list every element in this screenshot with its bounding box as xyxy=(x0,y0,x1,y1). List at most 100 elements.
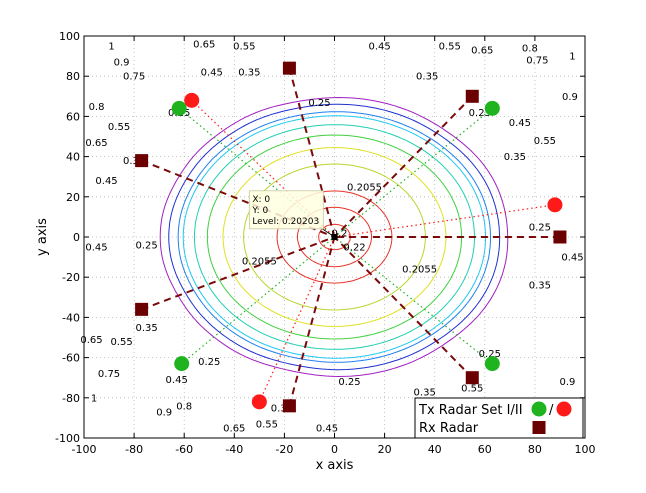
rx-radar-marker[interactable] xyxy=(282,399,296,413)
contour-line-0.45 xyxy=(222,147,447,327)
legend-separator: / xyxy=(549,403,554,418)
contour-label: 0.8 xyxy=(522,44,538,55)
rx-link-line xyxy=(141,236,335,311)
rx-radar-marker[interactable] xyxy=(465,89,479,103)
contour-label: 0.45 xyxy=(368,42,390,53)
tx-set-1-marker[interactable] xyxy=(174,356,190,372)
contour-label: 0.9 xyxy=(114,58,130,69)
x-tick-label: -40 xyxy=(225,443,243,456)
contour-label: 1 xyxy=(108,42,114,53)
contour-label: 0.75 xyxy=(98,369,120,380)
tx-set-2-marker[interactable] xyxy=(184,92,200,108)
contour-label: 0.35 xyxy=(416,72,438,83)
contour-label: 0.35 xyxy=(135,323,157,334)
contour-label: 0.65 xyxy=(80,335,102,346)
y-tick-label: 80 xyxy=(66,70,80,83)
rx-radar-marker[interactable] xyxy=(282,61,296,75)
contour-label: 0.65 xyxy=(85,138,107,149)
x-tick-label: 80 xyxy=(528,443,542,456)
x-tick-label: 40 xyxy=(428,443,442,456)
tx-set-1-marker[interactable] xyxy=(171,100,187,116)
contour-label: 0.45 xyxy=(316,423,338,434)
contour-label: 1 xyxy=(569,52,575,63)
tx-set-2-marker[interactable] xyxy=(547,197,563,213)
contour-line-0.9 xyxy=(168,103,501,371)
x-tick-label: -20 xyxy=(275,443,293,456)
contour-line-0.8 xyxy=(177,111,491,363)
rx-link-line xyxy=(333,95,473,238)
radar-marker-layer[interactable] xyxy=(135,61,567,413)
contour-label: 0.45 xyxy=(509,118,531,129)
y-tick-label: -60 xyxy=(62,352,80,365)
contour-label: 0.25 xyxy=(308,98,330,109)
rx-link-line xyxy=(288,67,336,238)
rx-radar-marker[interactable] xyxy=(465,371,479,385)
contour-label: 0.8 xyxy=(176,401,192,412)
rx-radar-marker[interactable] xyxy=(553,230,567,244)
contour-label: 0.65 xyxy=(223,423,245,434)
tx-set-1-marker[interactable] xyxy=(484,100,500,116)
contour-label: 0.65 xyxy=(193,40,215,51)
contour-label: 1 xyxy=(91,393,97,404)
contour-label: 0.22 xyxy=(343,243,365,254)
legend-label-tx: Tx Radar Set I/II xyxy=(418,403,523,418)
tx-link-line xyxy=(191,99,335,238)
contour-label: 0.9 xyxy=(560,377,576,388)
contour-label: 0.9 xyxy=(156,407,172,418)
legend-tx-set-1-marker xyxy=(531,401,547,417)
contour-line-1 xyxy=(159,97,509,377)
datatip-line: Y: 0 xyxy=(251,206,268,216)
tx-set-2-marker[interactable] xyxy=(251,394,267,410)
x-tick-label: 20 xyxy=(378,443,392,456)
y-tick-label: -20 xyxy=(62,271,80,284)
y-tick-label: -40 xyxy=(62,311,80,324)
contour-label: 0.25 xyxy=(529,222,551,233)
datatip-anchor xyxy=(331,234,338,240)
y-axis-label: y axis xyxy=(35,218,50,256)
contour-label: 0.25 xyxy=(469,108,491,119)
contour-label: 0.35 xyxy=(504,152,526,163)
contour-label: 0.25 xyxy=(479,349,501,360)
contour-label: 0.25 xyxy=(338,377,360,388)
contour-label-layer: 10.90.750.80.650.550.450.350.250.550.650… xyxy=(80,40,583,435)
x-tick-label: 60 xyxy=(478,443,492,456)
legend[interactable]: Tx Radar Set I/II / Rx Radar xyxy=(414,397,584,439)
tx-set-1-marker[interactable] xyxy=(484,356,500,372)
contour-label: 0.8 xyxy=(89,102,105,113)
contour-line-0.75 xyxy=(182,115,486,359)
x-tick-label: -100 xyxy=(72,443,97,456)
legend-rx-marker xyxy=(532,421,546,434)
contour-label: 0.65 xyxy=(471,46,493,57)
contour-label: 0.2 xyxy=(332,228,348,239)
contour-label: 0.55 xyxy=(461,383,483,394)
contour-label: 0.55 xyxy=(534,136,556,147)
contour-label: 0.25 xyxy=(198,357,220,368)
y-tick-label: -100 xyxy=(55,432,80,445)
rx-radar-marker[interactable] xyxy=(135,302,149,316)
contour-label: 0.45 xyxy=(201,68,223,79)
contour-label: 0.35 xyxy=(529,281,551,292)
datatip-box[interactable] xyxy=(248,190,324,230)
contour-label: 0.35 xyxy=(123,156,145,167)
y-tick-label: 100 xyxy=(59,30,80,43)
y-tick-label: 60 xyxy=(66,110,80,123)
legend-label-rx: Rx Radar xyxy=(419,421,479,436)
tx-link-line xyxy=(181,236,335,365)
contour-label: 0.55 xyxy=(439,42,461,53)
tx-link-line xyxy=(334,204,556,238)
contour-label: 0.45 xyxy=(561,253,583,264)
x-tick-label: 0 xyxy=(331,443,338,456)
legend-box xyxy=(414,397,584,439)
contour-label: 0.35 xyxy=(414,387,436,398)
y-tick-label: 20 xyxy=(66,191,80,204)
contour-label: 0.75 xyxy=(526,56,548,67)
x-axis-label: x axis xyxy=(316,458,354,473)
rx-radar-marker[interactable] xyxy=(135,154,149,168)
contour-label: 0.55 xyxy=(233,42,255,53)
contour-label: 0.2055 xyxy=(347,182,382,193)
contour-label: 0.45 xyxy=(85,243,107,254)
contour-label: 0.55 xyxy=(256,419,278,430)
y-tick-label: 40 xyxy=(66,151,80,164)
